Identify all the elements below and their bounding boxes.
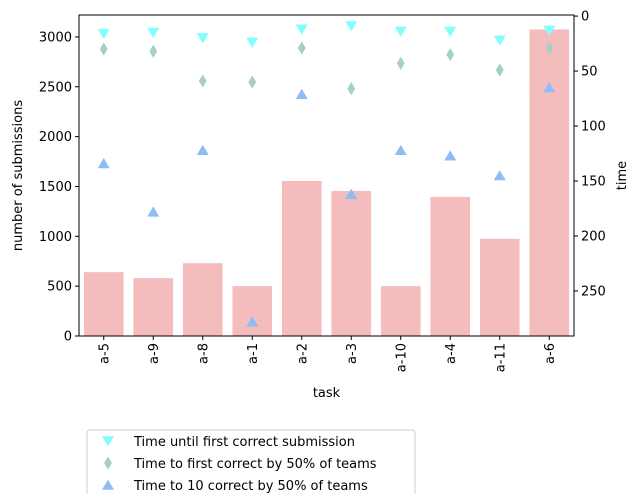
x-tick-label: a-1 [246, 343, 261, 364]
x-tick-label: a-10 [394, 343, 409, 372]
marker-series-1-a-1 [248, 75, 257, 89]
marker-series-2-a-3 [345, 188, 358, 199]
y2-tick-label: 100 [581, 120, 606, 135]
marker-series-2-a-8 [196, 144, 209, 156]
x-tick-label: a-5 [97, 343, 112, 364]
marker-series-1-a-3 [347, 82, 356, 96]
marker-series-2-a-11 [493, 170, 506, 181]
marker-series-2-a-5 [97, 158, 110, 169]
bar-a-2 [281, 180, 322, 336]
x-axis-label: task [313, 386, 341, 401]
y2-tick-label: 200 [581, 229, 606, 244]
marker-series-1-a-2 [297, 41, 306, 55]
y-tick-label: 0 [64, 330, 72, 345]
x-tick-label: a-11 [493, 343, 508, 372]
marker-series-0-a-3 [345, 21, 358, 32]
bars-layer [83, 29, 570, 337]
y-tick-label: 500 [47, 280, 72, 295]
x-tick-label: a-8 [196, 343, 211, 364]
legend: Time until first correct submission Time … [86, 429, 416, 494]
marker-series-1-a-10 [396, 56, 405, 70]
marker-series-2-a-10 [394, 144, 407, 156]
marker-series-1-a-5 [99, 42, 108, 56]
y2-tick-label: 250 [581, 284, 606, 299]
y-tick-label: 1500 [39, 180, 72, 195]
marker-series-2-a-1 [246, 316, 259, 327]
y-tick-label: 1000 [39, 230, 72, 245]
y-axis-label: number of submissions [11, 100, 26, 251]
legend-marker-1 [104, 456, 112, 470]
y2-tick-label: 150 [581, 174, 606, 189]
marker-series-0-a-4 [444, 26, 457, 37]
x-tick-label: a-2 [295, 343, 310, 364]
marker-series-2-a-4 [444, 150, 457, 161]
bar-a-10 [380, 286, 421, 336]
markers-layer [97, 21, 556, 327]
marker-series-2-a-2 [295, 88, 308, 99]
legend-box [86, 429, 416, 494]
bar-a-3 [331, 190, 372, 336]
bar-a-6 [529, 29, 570, 337]
legend-label-2: Time to 10 correct by 50% of teams [133, 479, 368, 494]
y2-tick-label: 50 [581, 65, 598, 80]
marker-series-0-a-5 [97, 28, 110, 40]
bar-a-9 [133, 278, 174, 336]
bar-a-4 [430, 196, 471, 336]
legend-marker-0 [102, 436, 114, 447]
marker-series-1-a-4 [446, 47, 455, 62]
y2-axis-label: time [615, 161, 630, 190]
marker-series-0-a-1 [246, 37, 259, 48]
marker-series-1-a-11 [495, 63, 504, 77]
marker-series-1-a-6 [545, 41, 554, 55]
marker-series-0-a-6 [543, 25, 556, 36]
marker-series-0-a-8 [196, 33, 209, 44]
marker-series-0-a-11 [493, 35, 506, 46]
x-tick-label: a-6 [543, 343, 558, 364]
marker-series-2-a-6 [543, 82, 556, 93]
y2-tick-label: 0 [581, 10, 589, 25]
bar-a-8 [182, 263, 223, 336]
x-tick-label: a-9 [147, 343, 162, 364]
bar-a-1 [232, 286, 273, 336]
plot-frame [78, 14, 575, 337]
bar-a-5 [83, 272, 124, 336]
legend-label-1: Time to first correct by 50% of teams [133, 457, 377, 472]
legend-marker-2 [102, 479, 114, 490]
y-tick-label: 2000 [39, 130, 72, 145]
marker-series-1-a-9 [149, 44, 158, 58]
y-tick-label: 3000 [39, 30, 72, 45]
marker-series-0-a-9 [147, 27, 160, 38]
marker-series-2-a-9 [147, 206, 160, 217]
x-tick-label: a-3 [345, 343, 360, 364]
y-tick-label: 2500 [39, 80, 72, 95]
x-tick-label: a-4 [444, 343, 459, 364]
marker-series-0-a-10 [394, 26, 407, 37]
marker-series-1-a-8 [198, 74, 207, 88]
legend-label-0: Time until first correct submission [133, 435, 355, 450]
axes-layer: 0 500 1000 1500 2000 2500 3000 0 50 100 150 200 250 a… [39, 10, 606, 373]
marker-series-0-a-2 [295, 24, 308, 35]
bar-a-11 [479, 238, 520, 336]
